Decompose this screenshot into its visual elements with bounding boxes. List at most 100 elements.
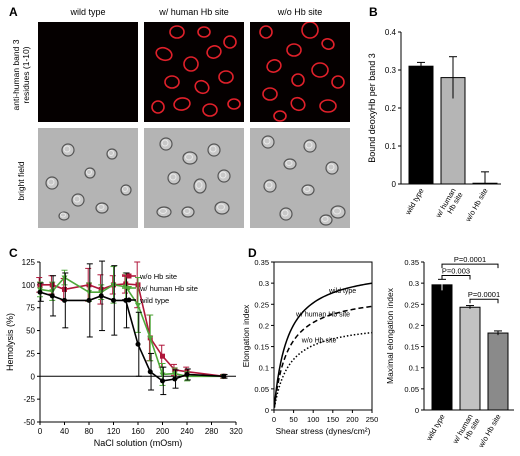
bf-cell-highlight xyxy=(321,216,329,222)
fluor-cell xyxy=(273,110,287,122)
y-tick-label-c: 25 xyxy=(26,349,35,358)
bf-cell-highlight xyxy=(195,181,203,189)
x-tick-label-d: 200 xyxy=(346,415,359,424)
y-tick-label-d: 0.3 xyxy=(259,279,269,288)
data-point-c xyxy=(86,297,92,303)
fluor-cell xyxy=(266,59,282,73)
data-point-c xyxy=(135,341,141,347)
data-point-c xyxy=(37,289,43,295)
legend-marker-c xyxy=(126,286,132,291)
x-axis-label-c: NaCl solution (mOsm) xyxy=(94,438,183,448)
x-tick-label-c: 160 xyxy=(131,427,145,436)
bf-cell-highlight xyxy=(303,186,311,192)
fluor-cell xyxy=(321,38,335,50)
significance-bracket-d2 xyxy=(469,298,499,304)
p-value-label-d2: P=0.003 xyxy=(442,267,470,276)
data-point-c xyxy=(184,371,190,377)
y-tick-label-d: 0.2 xyxy=(259,321,269,330)
chart-b-bound-deoxyhb: 0 0.1 0.2 0.3 0.4 Bound deoxyHb per band 3 wil… xyxy=(367,28,501,225)
fluor-cell xyxy=(259,25,273,39)
significance-bracket-d2 xyxy=(441,263,499,269)
y-tick-label-d: 0.15 xyxy=(254,343,269,352)
data-point-c xyxy=(110,282,117,288)
x-tick-label-b: w/ humanHb site xyxy=(433,187,464,225)
fluor-cell xyxy=(206,45,222,59)
y-tick-label-c: 50 xyxy=(26,327,35,336)
bf-cells-no-hb xyxy=(261,135,346,226)
x-tick-label-d2: w/o Hb site xyxy=(476,413,503,451)
bf-cell-highlight xyxy=(73,195,81,203)
x-tick-label-b: wild type xyxy=(403,187,426,218)
data-point-c xyxy=(147,369,153,375)
col-header-human-hb-site: w/ human Hb site xyxy=(159,7,229,17)
fluor-cell xyxy=(311,62,329,78)
row-label-band3-line1: anti-human band 3 xyxy=(11,39,21,111)
curve-label-d: wild type xyxy=(328,288,356,295)
p-value-label-d2: P=0.0001 xyxy=(454,255,486,264)
bf-cell-highlight xyxy=(281,209,289,217)
bf-cells-human xyxy=(156,137,231,218)
chart-d-max-elongation-bars: 0 0.05 0.1 0.15 0.2 0.25 0.3 0.35 Maximal elonga… xyxy=(385,255,514,451)
micrograph-bf-human-hb-site xyxy=(144,128,244,228)
fluor-cell xyxy=(164,75,180,89)
y-axis-label-b: Bound deoxyHb per band 3 xyxy=(367,53,377,163)
bf-cell-highlight xyxy=(159,208,167,214)
fluor-cell xyxy=(227,98,241,110)
bf-cell-highlight xyxy=(263,137,271,145)
row-label-band3-line2: residues (1-10) xyxy=(21,46,31,104)
bar-b xyxy=(408,65,434,185)
row-label-band3: anti-human band 3 residues (1-10) xyxy=(11,20,31,130)
fluor-cell xyxy=(286,43,302,57)
data-point-c xyxy=(135,302,141,308)
y-tick-label-b: 0.4 xyxy=(385,28,397,37)
legend-marker-c xyxy=(126,273,132,279)
curve-label-d: w/ human Hb site xyxy=(295,311,350,318)
data-point-c xyxy=(49,293,55,299)
fluor-cells-human xyxy=(151,25,241,117)
y-tick-label-b: 0.3 xyxy=(385,66,397,75)
y-tick-label-c: 100 xyxy=(22,281,36,290)
fluor-cell xyxy=(151,100,165,114)
y-tick-label-b: 0.2 xyxy=(385,104,397,113)
x-tick-label-c: 200 xyxy=(156,427,170,436)
curve-label-d: w/o Hb site xyxy=(301,338,337,345)
y-tick-label-d2: 0.05 xyxy=(404,385,419,394)
data-point-c xyxy=(98,290,105,296)
p-value-label-d2: P=0.0001 xyxy=(468,290,500,299)
y-tick-label-d2: 0 xyxy=(415,406,419,415)
y-tick-label-d: 0.35 xyxy=(254,258,269,267)
bar-d2 xyxy=(459,306,481,411)
micrograph-fluor-wild-type xyxy=(38,22,138,122)
bf-cell-highlight xyxy=(209,145,217,153)
x-tick-label-d: 150 xyxy=(327,415,340,424)
x-tick-label-d: 0 xyxy=(272,415,276,424)
bf-cell-highlight xyxy=(183,208,191,214)
col-header-wild-type: wild type xyxy=(70,7,106,17)
x-tick-label-c: 120 xyxy=(107,427,121,436)
fluor-cell xyxy=(262,87,278,101)
significance-bracket-d2 xyxy=(441,275,471,280)
x-tick-label-d: 100 xyxy=(307,415,320,424)
series-line-c xyxy=(40,283,224,378)
panel-c-letter: C xyxy=(9,246,18,260)
y-tick-label-b: 0 xyxy=(392,180,397,189)
y-tick-label-d2: 0.15 xyxy=(404,343,419,352)
bf-cell-highlight xyxy=(63,145,71,153)
bf-cell-highlight xyxy=(47,178,55,186)
x-axis-label-d: Shear stress (dynes/cm²) xyxy=(276,426,371,436)
fluor-cell xyxy=(202,103,218,117)
data-point-c xyxy=(172,376,178,382)
bar-d2 xyxy=(487,332,509,411)
y-tick-label-d: 0 xyxy=(265,406,269,415)
bf-cell-highlight xyxy=(217,203,225,211)
data-point-c xyxy=(160,378,165,384)
legend-label-c: w/o Hb site xyxy=(139,272,177,281)
y-tick-label-c: 125 xyxy=(22,258,36,267)
bf-cell-highlight xyxy=(185,153,193,161)
y-tick-label-d: 0.25 xyxy=(254,300,269,309)
y-tick-label-c: 0 xyxy=(31,372,36,381)
bf-cell-highlight xyxy=(97,204,105,210)
x-tick-label-c: 280 xyxy=(205,427,219,436)
data-point-c xyxy=(160,353,165,359)
x-tick-label-d: 250 xyxy=(366,415,379,424)
